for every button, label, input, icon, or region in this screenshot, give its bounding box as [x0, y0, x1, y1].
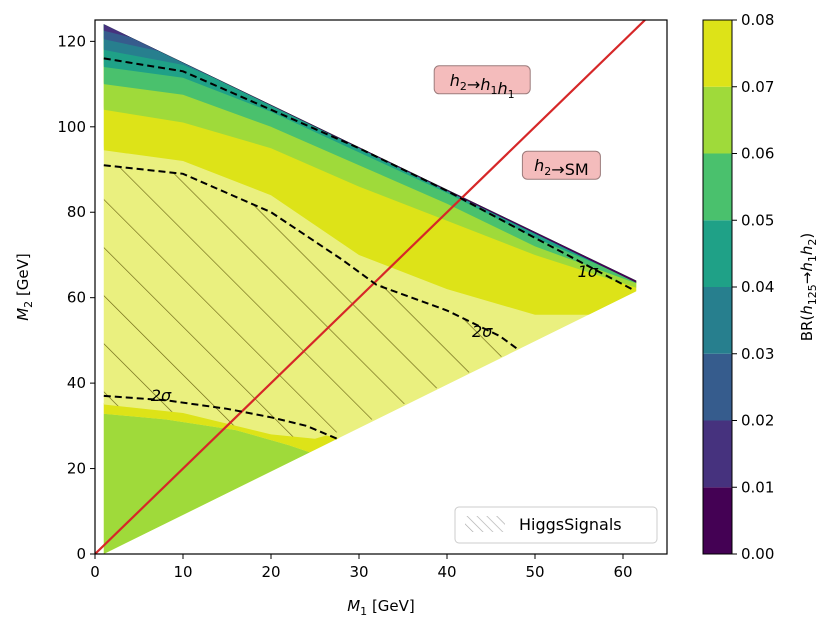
exclusion-hatch	[103, 165, 518, 439]
series-lines	[95, 20, 646, 554]
y-tick-label-2: 40	[67, 374, 86, 392]
colorbar-tick-label-5: 0.05	[741, 211, 774, 229]
colorbar-tick-label-2: 0.02	[741, 412, 774, 430]
series-line-0	[95, 20, 646, 554]
annotation-0: h2→h1h1	[450, 71, 515, 101]
x-axis-label: M1 [GeV]	[347, 597, 415, 618]
colorbar-label: BR(h125→h1h2)	[798, 233, 819, 342]
colorbar-tick-label-7: 0.07	[741, 78, 774, 96]
colorbar-band-5	[703, 153, 732, 221]
annotation-4: 2σ	[151, 386, 172, 405]
x-axis: 0 10 20 30 40 50 60	[90, 554, 633, 581]
exclusion-region	[103, 165, 518, 439]
exclusion-hatch-group	[103, 165, 518, 439]
y-axis: 0 20 40 60 80 100 120	[57, 32, 95, 563]
annotations: h2→h1h1 h2→SM 1σ 2σ 2σ	[151, 65, 601, 405]
colorbar: 0.00 0.01 0.02 0.03 0.04 0.05 0.06 0.07 0.08 BR(…	[702, 11, 819, 563]
plot-frame	[94, 19, 668, 555]
x-tick-label-0: 0	[90, 563, 100, 581]
plot-area: h2→h1h1 h2→SM 1σ 2σ 2σ 0 10 20 30 40 50 60 0 20 40 60…	[57, 19, 668, 581]
colorbar-band-0	[703, 487, 732, 554]
colorbar-tick-label-3: 0.03	[741, 345, 774, 363]
x-tick-label-1: 10	[173, 563, 192, 581]
colorbar-band-3	[703, 287, 732, 354]
x-axis-label-subscript: 1	[360, 605, 367, 618]
legend-box	[454, 506, 658, 544]
annotation-box-1	[521, 150, 601, 180]
y-tick-label-6: 120	[57, 32, 86, 50]
y-axis-label-subscript: 2	[22, 301, 35, 308]
colorbar-tick-label-0: 0.00	[741, 545, 774, 563]
colorbar-bands	[703, 20, 732, 554]
sigma-contours	[103, 57, 633, 440]
y-tick-label-3: 60	[67, 289, 86, 307]
y-tick-label-0: 0	[76, 545, 86, 563]
annotation-3: 2σ	[472, 322, 493, 341]
legend: HiggsSignals	[454, 506, 658, 544]
x-tick-label-3: 30	[349, 563, 368, 581]
colorbar-tick-label-6: 0.06	[741, 145, 774, 163]
x-tick-label-4: 40	[437, 563, 456, 581]
colorbar-tick-label-8: 0.08	[741, 11, 774, 29]
contour-band-low-yellow	[103, 402, 342, 460]
x-tick-label-5: 50	[525, 563, 544, 581]
colorbar-ticks: 0.00 0.01 0.02 0.03 0.04 0.05 0.06 0.07 0.08	[732, 11, 774, 563]
y-tick-label-5: 100	[57, 118, 86, 136]
colorbar-band-7	[703, 20, 732, 87]
annotation-1: h2→SM	[534, 156, 589, 179]
contour-0	[103, 57, 633, 290]
y-tick-label-4: 80	[67, 203, 86, 221]
colorbar-tick-label-1: 0.01	[741, 478, 774, 496]
y-tick-label-1: 20	[67, 460, 86, 478]
colorbar-band-6	[703, 86, 732, 154]
colorbar-tick-label-4: 0.04	[741, 278, 774, 296]
colorbar-band-4	[703, 220, 732, 287]
colorbar-band-1	[703, 420, 732, 488]
colorbar-band-2	[703, 353, 732, 421]
contour-2	[103, 394, 338, 440]
legend-entry-higgssignals: HiggsSignals	[519, 515, 622, 534]
annotation-box-0	[433, 65, 531, 95]
legend-hatch-swatch	[465, 516, 505, 532]
y-axis-label: M2 [GeV]	[14, 253, 35, 321]
annotation-2: 1σ	[578, 262, 599, 281]
x-tick-label-6: 60	[613, 563, 632, 581]
x-tick-label-2: 20	[261, 563, 280, 581]
